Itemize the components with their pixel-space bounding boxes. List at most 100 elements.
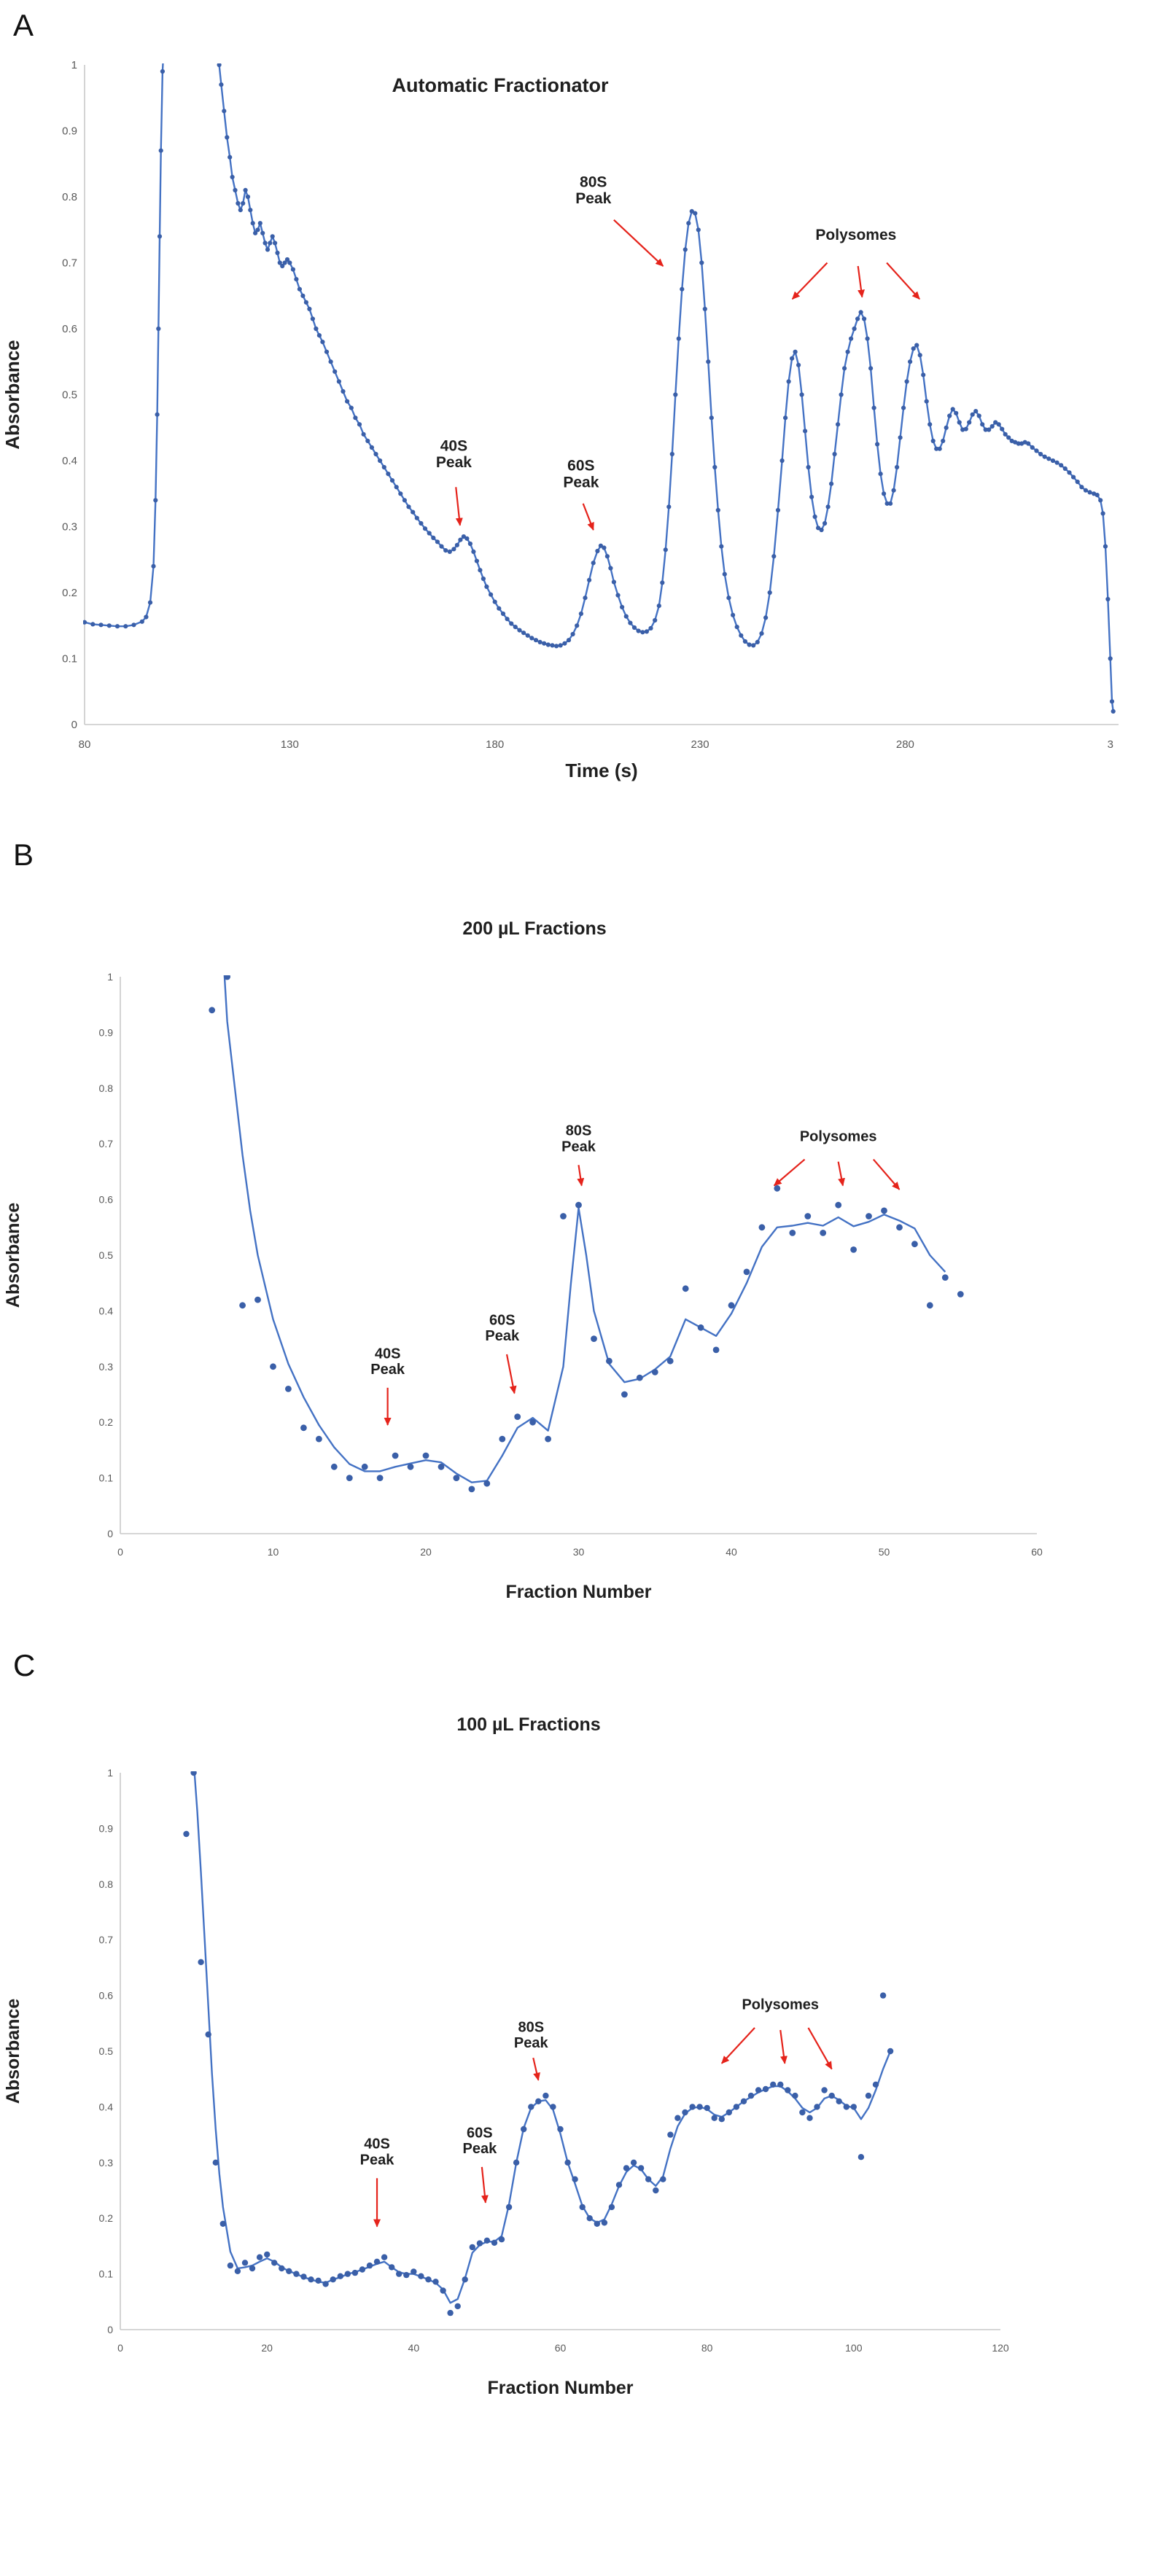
data-point xyxy=(758,1224,766,1231)
data-point xyxy=(682,2109,688,2116)
data-point xyxy=(160,69,165,74)
chart-title: 200 µL Fractions xyxy=(462,918,606,939)
data-point xyxy=(917,353,922,358)
data-point xyxy=(696,227,701,233)
data-point xyxy=(505,2204,513,2211)
data-point xyxy=(303,300,308,305)
data-point xyxy=(921,372,926,378)
data-point xyxy=(611,579,617,585)
x-tick-label: 280 xyxy=(896,738,914,751)
data-point xyxy=(236,200,241,206)
trend-line xyxy=(193,1771,892,2304)
data-point xyxy=(328,359,333,364)
data-point xyxy=(238,208,243,213)
data-point xyxy=(315,2277,322,2284)
data-point xyxy=(402,498,408,503)
data-point xyxy=(131,622,136,628)
y-tick-label: 0.8 xyxy=(99,1082,114,1094)
data-point xyxy=(660,580,665,585)
chart-100ul-fractions: 0 0.1 0.2 0.3 0.4 0.5 0.6 0.7 0.8 0.9 1 0 20 40 60 80 10… xyxy=(3,1714,1009,2398)
data-point xyxy=(637,2165,645,2171)
data-point xyxy=(514,1413,521,1420)
annotation-arrow xyxy=(837,1161,845,1187)
data-point xyxy=(153,498,158,503)
data-point xyxy=(640,630,645,635)
data-point xyxy=(1105,596,1111,602)
data-point xyxy=(623,614,629,619)
annotation-arrow xyxy=(791,262,828,300)
data-point xyxy=(636,1374,643,1381)
y-tick-label: 0.2 xyxy=(62,587,77,599)
data-point xyxy=(491,2239,498,2246)
data-point xyxy=(542,2092,549,2099)
y-tick-label: 0.7 xyxy=(99,1934,114,1945)
data-point xyxy=(386,472,391,477)
annotation-polysomes: Polysomes xyxy=(791,227,920,300)
data-point xyxy=(884,501,890,506)
data-point xyxy=(793,349,798,354)
data-point xyxy=(957,420,962,425)
data-point xyxy=(799,2109,806,2116)
data-point xyxy=(492,599,497,604)
annotation-40s-peak: 40S Peak xyxy=(360,2136,394,2228)
annotation-arrow xyxy=(532,2057,540,2081)
data-point xyxy=(190,1771,197,1776)
y-tick-label: 0.1 xyxy=(99,2268,114,2280)
annotation-label: 60S Peak xyxy=(485,1313,520,1345)
data-point xyxy=(513,2159,520,2166)
data-point xyxy=(663,547,668,553)
data-point xyxy=(667,2131,674,2138)
data-point xyxy=(468,1486,475,1493)
data-point xyxy=(139,619,144,624)
data-point xyxy=(973,409,979,414)
data-point xyxy=(696,2104,703,2110)
data-point xyxy=(602,545,607,550)
data-point xyxy=(529,636,534,641)
data-point xyxy=(1006,435,1011,440)
data-point xyxy=(767,590,772,596)
data-point xyxy=(521,2126,527,2133)
data-point xyxy=(353,415,358,421)
data-point xyxy=(1108,656,1113,661)
data-point xyxy=(83,620,88,625)
data-point xyxy=(636,628,641,633)
data-point xyxy=(271,2260,278,2266)
data-point xyxy=(803,429,808,434)
data-point xyxy=(474,558,480,563)
data-point xyxy=(1046,456,1051,461)
data-point xyxy=(865,336,870,341)
data-point xyxy=(989,424,995,429)
panel-label-a: A xyxy=(13,8,34,42)
y-tick-label: 0 xyxy=(107,2324,113,2335)
x-tick-label: 20 xyxy=(261,2342,273,2354)
data-point xyxy=(775,507,781,513)
data-point xyxy=(941,438,946,444)
trend-line xyxy=(84,63,1114,712)
y-tick-label: 0.9 xyxy=(99,1822,114,1834)
data-point xyxy=(755,639,760,645)
data-point xyxy=(228,155,233,160)
data-point xyxy=(1050,458,1056,464)
data-point xyxy=(855,316,860,321)
data-point xyxy=(763,615,769,620)
data-point xyxy=(904,379,909,384)
data-point xyxy=(722,571,727,577)
data-point xyxy=(726,2109,732,2116)
data-point xyxy=(606,1357,612,1365)
data-point xyxy=(224,975,230,980)
data-point xyxy=(1067,470,1072,475)
data-point xyxy=(835,1201,842,1209)
x-axis-label: Fraction Number xyxy=(487,2378,633,2398)
annotation-arrow xyxy=(720,2027,755,2064)
data-point xyxy=(839,392,844,397)
data-point xyxy=(628,620,633,625)
data-point xyxy=(774,1184,781,1192)
data-point xyxy=(447,549,452,555)
data-point xyxy=(467,541,473,547)
data-point xyxy=(1003,432,1008,437)
data-point xyxy=(1087,490,1092,495)
data-point xyxy=(666,1357,674,1365)
data-point xyxy=(123,624,128,629)
data-point xyxy=(560,1213,567,1219)
data-point xyxy=(591,561,596,566)
